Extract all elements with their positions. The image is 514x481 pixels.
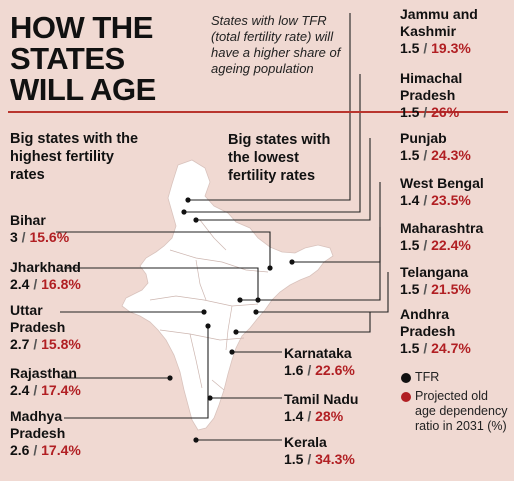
state-label-telangana: Telangana 1.5 / 21.5% [400, 264, 471, 297]
marker-bihar [267, 265, 273, 271]
red-dot-icon [401, 392, 411, 402]
leader-andhra-pradesh [236, 312, 371, 333]
marker-andhra-pradesh [233, 329, 239, 335]
marker-madhya-pradesh [205, 323, 211, 329]
leader-telangana [256, 272, 389, 313]
state-label-kerala: Kerala 1.5 / 34.3% [284, 434, 355, 467]
marker-punjab [193, 217, 199, 223]
leader-lines [56, 13, 389, 441]
marker-tamil-nadu [207, 395, 213, 401]
india-map-shape [121, 159, 334, 431]
marker-jammu-kashmir [185, 197, 191, 203]
state-label-uttar-pradesh: Uttar Pradesh 2.7 / 15.8% [10, 302, 81, 352]
explanatory-note: States with low TFR (total fertility rat… [211, 13, 341, 76]
state-label-jammu-kashmir: Jammu and Kashmir 1.5 / 19.3% [400, 6, 478, 56]
state-label-maharashtra: Maharashtra 1.5 / 22.4% [400, 220, 484, 253]
state-label-andhra-pradesh: Andhra Pradesh 1.5 / 24.7% [400, 306, 471, 356]
state-label-jharkhand: Jharkhand 2.4 / 16.8% [10, 259, 81, 292]
state-label-west-bengal: West Bengal 1.4 / 23.5% [400, 175, 484, 208]
header-highest-fertility: Big states with the highest fertility ra… [10, 131, 139, 183]
state-label-rajasthan: Rajasthan 2.4 / 17.4% [10, 365, 81, 398]
state-label-bihar: Bihar 3 / 15.6% [10, 212, 70, 245]
state-label-himachal-pradesh: Himachal Pradesh 1.5 / 26% [400, 70, 463, 120]
state-markers [167, 197, 295, 443]
leader-madhya-pradesh [64, 326, 209, 419]
state-label-punjab: Punjab 1.5 / 24.3% [400, 130, 471, 163]
marker-himachal-pradesh [181, 209, 187, 215]
leader-maharashtra [240, 227, 381, 301]
marker-maharashtra [237, 297, 243, 303]
divider-rule [8, 111, 508, 113]
header-lowest-fertility: Big states with the lowest fertility rat… [228, 132, 331, 184]
marker-rajasthan [167, 375, 173, 381]
marker-telangana [253, 309, 259, 315]
state-label-madhya-pradesh: Madhya Pradesh 2.6 / 17.4% [10, 408, 81, 458]
page-title: HOW THE STATES WILL AGE [10, 10, 156, 107]
marker-karnataka [229, 349, 235, 355]
leader-jammu-kashmir [188, 13, 351, 201]
legend-item-tfr: TFR [401, 370, 511, 385]
legend-item-odr: Projected old age dependency ratio in 20… [401, 389, 511, 434]
leader-punjab [196, 138, 371, 221]
marker-jharkhand [255, 297, 261, 303]
legend: TFR Projected old age dependency ratio i… [401, 370, 511, 438]
marker-kerala [193, 437, 199, 443]
leader-himachal-pradesh [184, 74, 361, 213]
leader-jharkhand [64, 267, 259, 300]
marker-uttar-pradesh [201, 309, 207, 315]
marker-west-bengal [289, 259, 295, 265]
state-label-tamil-nadu: Tamil Nadu 1.4 / 28% [284, 391, 359, 424]
state-label-karnataka: Karnataka 1.6 / 22.6% [284, 345, 355, 378]
black-dot-icon [401, 373, 411, 383]
leader-bihar [56, 231, 271, 268]
